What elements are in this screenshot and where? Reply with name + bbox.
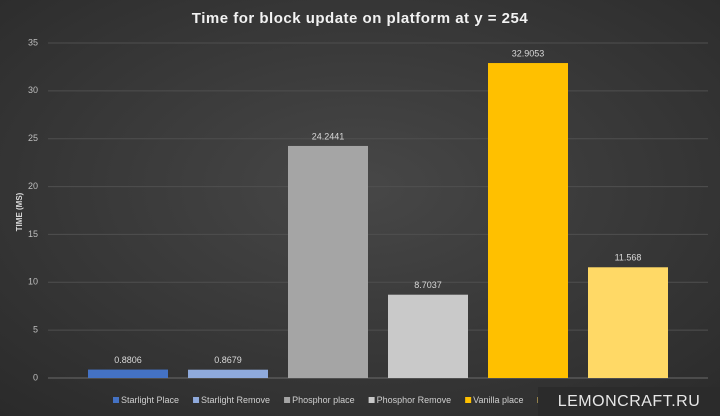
legend-swatch	[193, 397, 200, 403]
bar	[488, 63, 568, 379]
data-label: 0.8806	[114, 355, 142, 365]
chart-title: Time for block update on platform at y =…	[192, 10, 529, 27]
y-tick-label: 35	[28, 37, 38, 47]
bar	[288, 145, 368, 378]
legend-swatch	[465, 397, 472, 403]
legend-swatch	[284, 397, 291, 403]
data-label: 32.9053	[512, 48, 545, 58]
watermark-box	[538, 387, 720, 416]
legend-label: Vanilla place	[473, 395, 523, 405]
y-tick-label: 20	[28, 181, 38, 191]
legend-label: Phosphor place	[292, 395, 355, 405]
bar	[188, 369, 268, 378]
legend-label: Phosphor Remove	[377, 395, 452, 405]
y-tick-label: 0	[33, 372, 38, 382]
data-label: 24.2441	[312, 131, 345, 141]
bar	[88, 369, 168, 378]
bar	[388, 294, 468, 378]
legend-label: Starlight Place	[121, 395, 179, 405]
bar	[588, 267, 668, 378]
legend-swatch	[113, 397, 119, 403]
data-label: 8.7037	[414, 280, 442, 290]
watermark: LEMONCRAFT.RU	[558, 393, 701, 410]
data-label: 11.568	[615, 253, 642, 263]
legend-label: Starlight Remove	[201, 395, 270, 405]
y-tick-label: 30	[28, 85, 38, 95]
y-tick-label: 25	[28, 133, 38, 143]
data-label: 0.8679	[214, 355, 242, 365]
legend-swatch	[368, 397, 375, 403]
y-tick-label: 10	[28, 277, 38, 287]
y-tick-label: 15	[28, 229, 38, 239]
y-axis-label: TIME (MS)	[15, 192, 24, 231]
y-tick-label: 5	[33, 325, 38, 335]
